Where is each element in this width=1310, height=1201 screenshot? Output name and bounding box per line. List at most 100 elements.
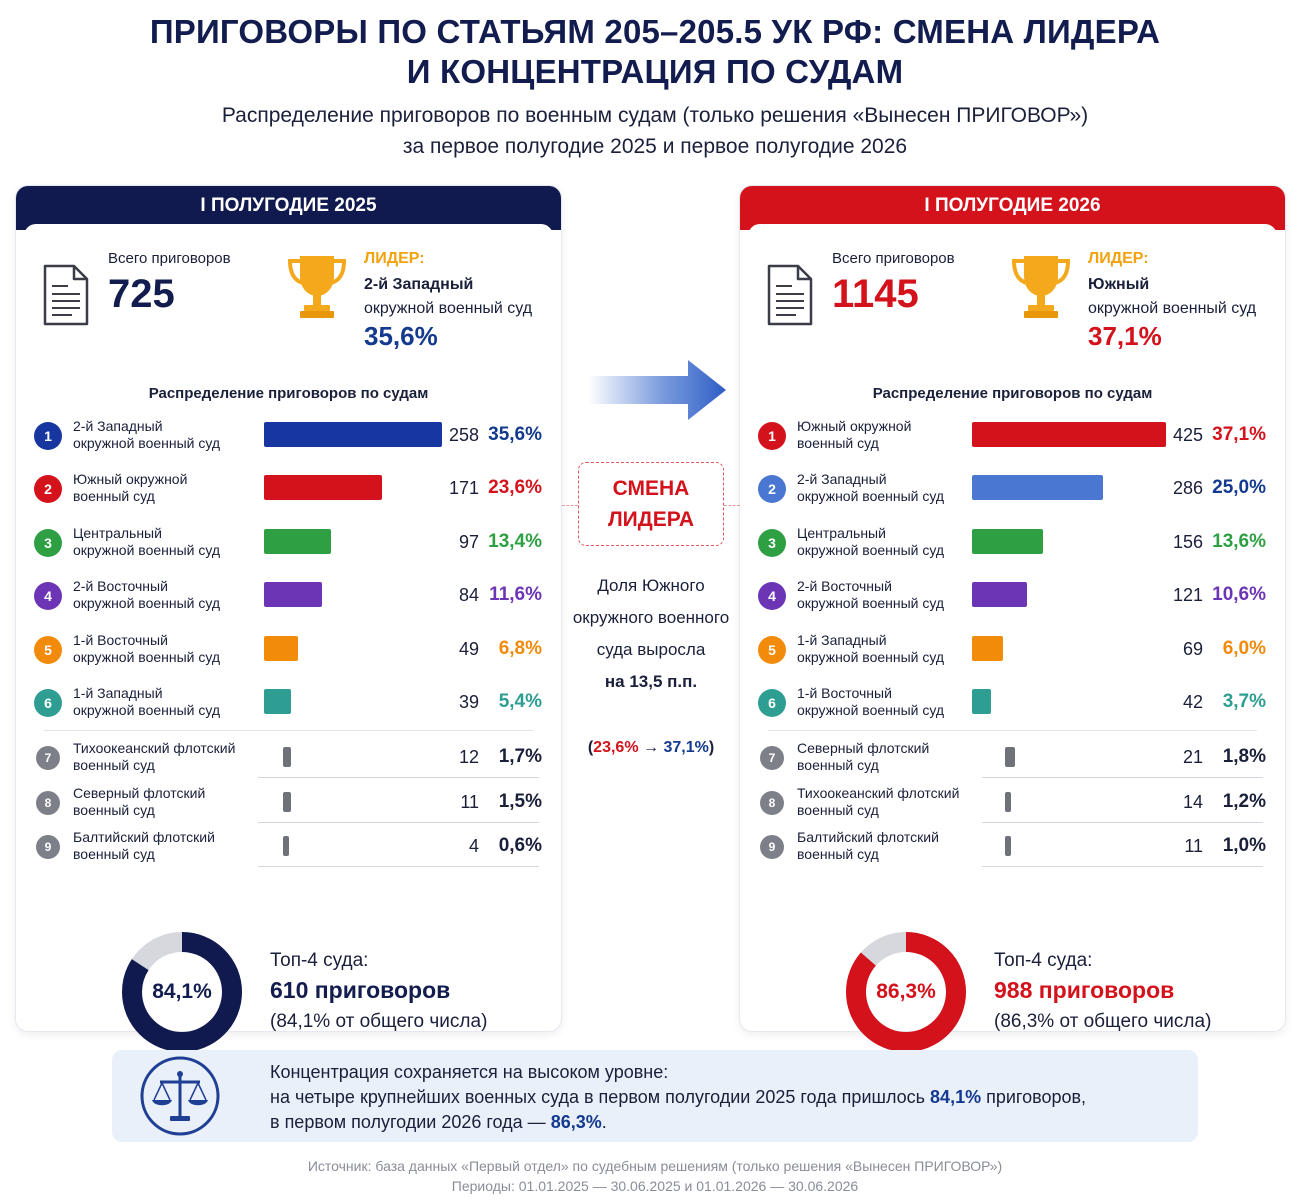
rank-badge: 8 (760, 791, 784, 815)
change-line-1: СМЕНА (612, 477, 690, 500)
donut-share-arc (122, 932, 242, 1052)
panel-title: I ПОЛУГОДИЕ 2026 (740, 186, 1285, 230)
rank-badge: 9 (36, 835, 60, 859)
court-row: 8 Тихоокеанский флотский военный суд 14 1,2% (748, 781, 1277, 825)
row-underline (982, 777, 1263, 778)
total-value: 725 (108, 272, 175, 316)
court-name: 1-й Западный окружной военный суд (73, 685, 221, 718)
court-bar (972, 636, 1003, 661)
rank-badge: 4 (758, 582, 786, 610)
page-title: ПРИГОВОРЫ ПО СТАТЬЯМ 205–205.5 УК РФ: СМ… (0, 12, 1310, 92)
court-bar (1005, 836, 1011, 856)
court-row: 1 2-й Западный окружной военный суд 258 35,6… (24, 414, 553, 458)
trophy-icon (287, 256, 347, 318)
court-name: Южный окружной военный суд (73, 471, 188, 504)
total-value: 1145 (832, 272, 919, 316)
divider-line-right (724, 505, 740, 506)
title-line-1: ПРИГОВОРЫ ПО СТАТЬЯМ 205–205.5 УК РФ: СМ… (149, 13, 1161, 50)
leader-name: 2-й Западный (364, 276, 474, 293)
note-text: Концентрация сохраняется на высоком уров… (270, 1060, 1086, 1135)
court-name: Центральный окружной военный суд (73, 525, 221, 558)
rank-badge: 2 (758, 475, 786, 503)
court-bar (972, 582, 1027, 607)
court-bar (283, 836, 289, 856)
court-bar (1005, 747, 1015, 767)
court-percent: 10,6% (1212, 584, 1266, 605)
note-line-3-text: в первом полугодии 2026 года — (270, 1112, 551, 1132)
court-name: Тихоокеанский флотский военный суд (73, 740, 236, 773)
leader-name: Южный (1088, 276, 1150, 293)
total-label: Всего приговоров (108, 250, 231, 267)
row-underline (258, 866, 539, 867)
note-line-2-end: приговоров, (981, 1087, 1087, 1107)
panel-2025: I ПОЛУГОДИЕ 2025 Всего приговоров 725 ЛИ… (16, 186, 561, 1052)
arrow-right-icon (588, 360, 726, 420)
note-line-2: на четыре крупнейших военных суда в перв… (270, 1085, 1086, 1110)
court-row: 2 2-й Западный окружной военный суд 286 25,0… (748, 467, 1277, 511)
court-bar (972, 529, 1043, 554)
rank-badge: 2 (34, 475, 62, 503)
rank-badge: 4 (34, 582, 62, 610)
row-underline (258, 777, 539, 778)
separator-line (44, 730, 533, 731)
divider-line-left (562, 505, 578, 506)
court-percent: 6,0% (1222, 638, 1266, 659)
court-bar (264, 529, 331, 554)
concentration-note: Концентрация сохраняется на высоком уров… (112, 1050, 1198, 1142)
court-count: 171 (448, 478, 479, 498)
court-name: Балтийский флотский военный суд (797, 829, 939, 862)
court-bar (1005, 792, 1011, 812)
top4-count: 988 приговоров (994, 977, 1175, 1003)
rank-badge: 8 (36, 791, 60, 815)
court-percent: 13,6% (1212, 531, 1266, 552)
court-count: 21 (1182, 747, 1203, 767)
share-from: 23,6% (593, 739, 639, 756)
court-bar (264, 475, 382, 500)
rank-badge: 6 (758, 689, 786, 717)
court-row: 6 1-й Восточный окружной военный суд 42 3,7% (748, 681, 1277, 725)
court-name: 2-й Восточный окружной военный суд (73, 578, 221, 611)
court-percent: 11,6% (489, 584, 542, 605)
court-percent: 37,1% (1212, 424, 1266, 445)
panel-2026: I ПОЛУГОДИЕ 2026 Всего приговоров 1145 Л… (740, 186, 1285, 1052)
share-change: (23,6% → 37,1%) (587, 739, 715, 756)
court-percent: 35,6% (488, 424, 542, 445)
court-bar (283, 792, 291, 812)
note-value-2026: 86,3% (550, 1112, 602, 1132)
top4-title: Топ-4 суда: (270, 950, 369, 971)
change-line-2: ЛИДЕРА (607, 508, 695, 531)
court-name: Центральный окружной военный суд (797, 525, 945, 558)
donut-label: 86,3% (876, 980, 936, 1003)
court-name: 1-й Восточный окружной военный суд (797, 685, 945, 718)
rank-badge: 9 (760, 835, 784, 859)
donut-label: 84,1% (152, 980, 212, 1003)
rank-badge: 7 (760, 746, 784, 770)
share-arrow: → (643, 739, 659, 756)
row-underline (982, 822, 1263, 823)
distribution-title: Распределение приговоров по судам (872, 385, 1153, 402)
leader-change-badge: СМЕНА ЛИДЕРА (578, 462, 724, 546)
court-bar (972, 475, 1103, 500)
court-name: Северный флотский военный суд (73, 785, 206, 818)
distribution-title: Распределение приговоров по судам (148, 385, 429, 402)
court-percent: 1,8% (1222, 746, 1266, 767)
court-percent: 1,2% (1222, 791, 1266, 812)
top4-title: Топ-4 суда: (994, 950, 1093, 971)
court-bar (264, 689, 291, 714)
court-percent: 0,6% (498, 835, 542, 856)
court-row: 9 Балтийский флотский военный суд 4 0,6% (24, 825, 553, 869)
court-count: 84 (458, 585, 479, 605)
row-underline (982, 866, 1263, 867)
court-name: Южный окружной военный суд (797, 418, 912, 451)
subtitle-line-1: Распределение приговоров по военным суда… (221, 104, 1089, 127)
court-percent: 1,0% (1222, 835, 1266, 856)
court-count: 14 (1182, 792, 1203, 812)
rank-badge: 3 (758, 529, 786, 557)
rank-badge: 7 (36, 746, 60, 770)
leader-percent: 35,6% (364, 321, 438, 351)
donut-chart (846, 932, 966, 1052)
source-line-2: Периоды: 01.01.2025 — 30.06.2025 и 01.01… (451, 1178, 859, 1194)
court-count: 425 (1172, 425, 1203, 445)
source-line-1: Источник: база данных «Первый отдел» по … (307, 1158, 1003, 1174)
court-bar (264, 422, 442, 447)
